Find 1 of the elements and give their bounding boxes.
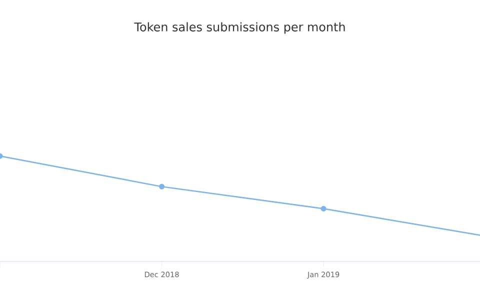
chart-title: Token sales submissions per month (134, 22, 345, 34)
